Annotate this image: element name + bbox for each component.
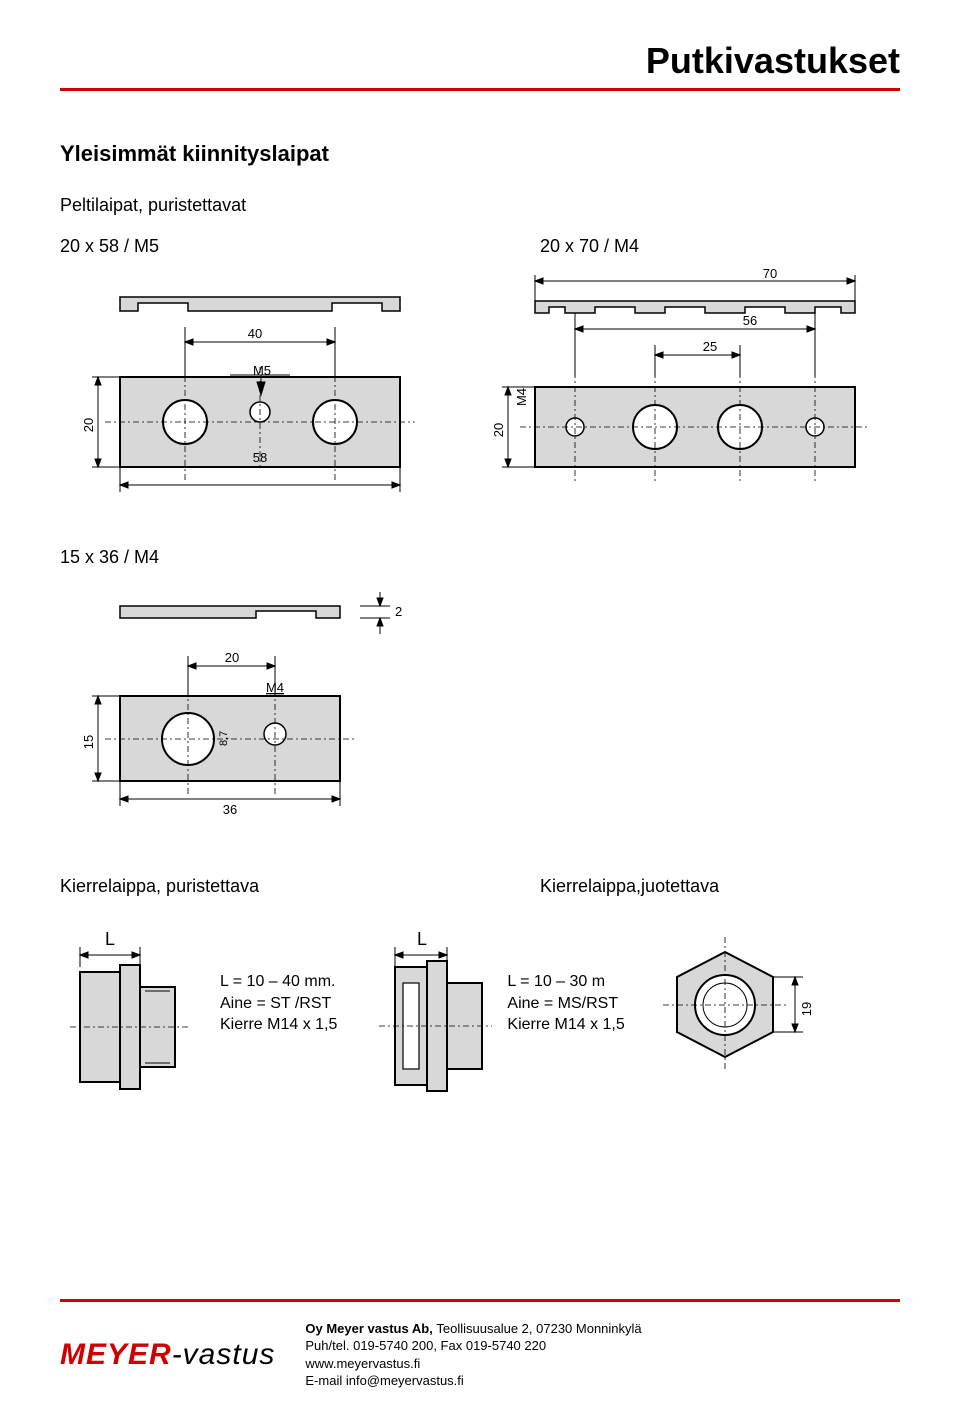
svg-text:8,7: 8,7 xyxy=(218,731,230,746)
svg-text:M5: M5 xyxy=(253,363,271,378)
svg-text:2: 2 xyxy=(395,604,402,619)
kierre-unit-2: L xyxy=(367,927,497,1097)
diagram-2: 70 56 25 xyxy=(480,267,900,497)
variant-3-label: 15 x 36 / M4 xyxy=(60,547,900,568)
svg-text:19: 19 xyxy=(799,1002,814,1016)
logo: MEYER-vastus xyxy=(60,1338,275,1372)
unit-2-specs: L = 10 – 30 m Aine = MS/RST Kierre M14 x… xyxy=(507,931,624,1036)
svg-text:70: 70 xyxy=(763,267,777,281)
variant-2-label: 20 x 70 / M4 xyxy=(540,236,639,257)
svg-text:20: 20 xyxy=(81,418,96,432)
hex-nut: 19 xyxy=(655,927,825,1097)
top-rule xyxy=(60,88,900,91)
diagram-1: 40 M5 58 xyxy=(60,267,460,497)
svg-text:58: 58 xyxy=(253,450,267,465)
page-title: Putkivastukset xyxy=(60,40,900,82)
svg-text:L: L xyxy=(417,929,427,949)
kierre-unit-1: L xyxy=(60,927,210,1097)
kierre-left-label: Kierrelaippa, puristettava xyxy=(60,876,420,897)
svg-text:20: 20 xyxy=(491,423,506,437)
footer-text: Oy Meyer vastus Ab, Teollisuusalue 2, 07… xyxy=(305,1320,641,1390)
unit-1-specs: L = 10 – 40 mm. Aine = ST /RST Kierre M1… xyxy=(220,931,337,1036)
svg-text:56: 56 xyxy=(743,313,757,328)
diagrams-row-2: 2 20 M4 8,7 xyxy=(60,586,900,816)
svg-text:M4: M4 xyxy=(266,680,284,695)
diagrams-row-1: 40 M5 58 xyxy=(60,267,900,497)
footer: MEYER-vastus Oy Meyer vastus Ab, Teollis… xyxy=(60,1320,900,1390)
bottom-rule xyxy=(60,1299,900,1302)
svg-text:M4: M4 xyxy=(514,388,529,406)
kierre-right-label: Kierrelaippa,juotettava xyxy=(540,876,900,897)
subtitle: Peltilaipat, puristettavat xyxy=(60,195,900,216)
kierre-labels: Kierrelaippa, puristettava Kierrelaippa,… xyxy=(60,876,900,897)
svg-text:15: 15 xyxy=(81,735,96,749)
svg-text:36: 36 xyxy=(223,802,237,816)
svg-text:20: 20 xyxy=(225,650,239,665)
diagram-3: 2 20 M4 8,7 xyxy=(60,586,900,816)
svg-text:40: 40 xyxy=(248,326,262,341)
section-title: Yleisimmät kiinnityslaipat xyxy=(60,141,900,167)
variant-row-1: 20 x 58 / M5 20 x 70 / M4 xyxy=(60,236,900,257)
variant-1-label: 20 x 58 / M5 xyxy=(60,236,480,257)
svg-text:L: L xyxy=(105,929,115,949)
svg-text:25: 25 xyxy=(703,339,717,354)
kierre-units: L L = 10 – 40 mm. Aine = ST /RST xyxy=(60,927,900,1097)
